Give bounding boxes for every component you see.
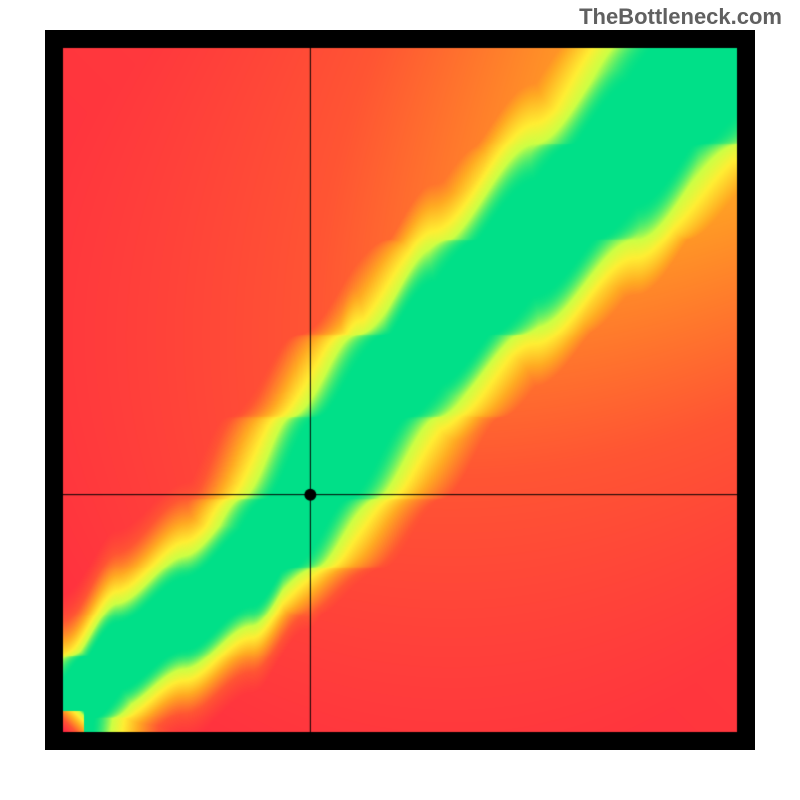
heatmap-canvas [45,30,755,750]
watermark-text: TheBottleneck.com [579,4,782,30]
container: TheBottleneck.com [0,0,800,800]
heatmap-plot [45,30,755,750]
